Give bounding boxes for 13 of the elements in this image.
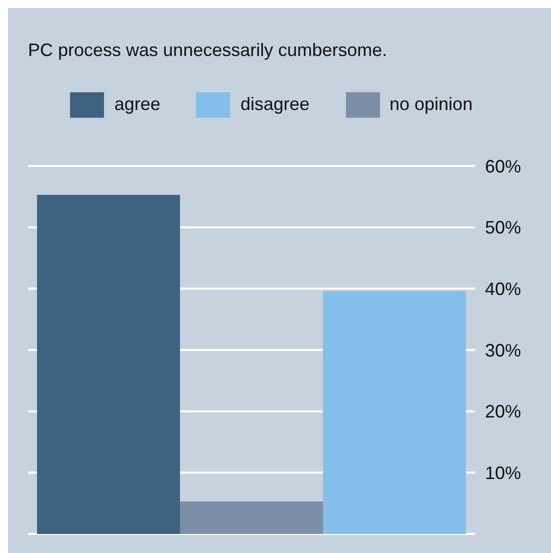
y-tick-label: 40% xyxy=(485,279,522,300)
y-tick-label: 10% xyxy=(485,463,522,484)
legend-label: no opinion xyxy=(390,94,473,114)
y-tick-label: 20% xyxy=(485,402,522,422)
y-tick-label: 50% xyxy=(485,218,522,238)
chart-title: PC process was unnecessarily cumbersome. xyxy=(28,40,388,61)
bar xyxy=(180,501,323,534)
legend-label: disagree xyxy=(240,94,310,114)
bar xyxy=(37,194,180,534)
legend-label: agree xyxy=(114,94,160,114)
bar xyxy=(323,291,466,534)
y-tick-label: 30% xyxy=(485,340,522,360)
y-tick-label: 60% xyxy=(485,156,522,176)
